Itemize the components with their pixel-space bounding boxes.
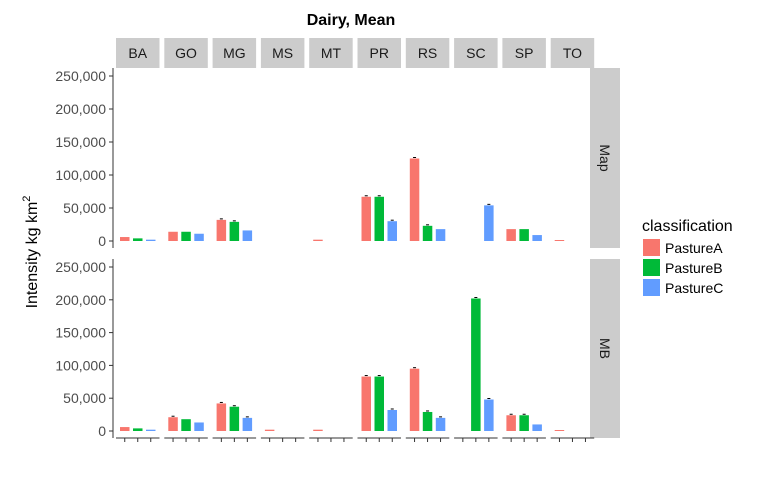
bar-map-sp-pasturea	[506, 229, 516, 241]
bar-mb-go-pasturea	[168, 417, 178, 431]
legend-title: classification	[642, 218, 733, 235]
bar-map-rs-pastureb	[422, 225, 433, 241]
strip-label-rs: RS	[418, 45, 437, 61]
bar-mb-sc-pasturec	[484, 399, 494, 431]
bar-mb-mg-pasturec	[242, 417, 253, 431]
panel-mb: MB 0 50,000 100,000 150,000 200,000 250,000	[55, 259, 620, 442]
strip-label-sc: SC	[466, 45, 485, 61]
bar-mb-mg-pasturea	[216, 403, 227, 431]
strip-label-ba: BA	[128, 45, 147, 61]
bar-mb-rs-pasturec	[435, 417, 446, 431]
strip-rs	[405, 38, 450, 68]
bar-map-go-pasturec	[194, 233, 204, 241]
row-strip-label-mb: MB	[597, 338, 613, 359]
legend-label-pastureb: PastureB	[665, 260, 723, 276]
y-axis-label-text: Intensity kg km	[24, 202, 41, 309]
y-tick-label-map-0: 0	[98, 233, 106, 249]
bar-map-pr-pasturea	[361, 196, 371, 241]
y-tick-label-mb-200000: 200,000	[55, 292, 106, 308]
strip-ba	[116, 38, 160, 68]
bar-map-sp-pasturec	[532, 235, 542, 241]
bar-mb-sc-pastureb	[471, 298, 481, 431]
bar-mb-mt-pasturea	[313, 429, 323, 431]
bar-mb-go-pastureb	[181, 419, 191, 431]
row-strip-label-map: Map	[597, 144, 613, 171]
legend-label-pasturea: PastureA	[665, 240, 723, 256]
bar-map-ba-pasturea	[120, 237, 130, 241]
y-tick-label-map-150000: 150,000	[55, 134, 106, 150]
strip-label-to: TO	[563, 45, 582, 61]
y-tick-label-mb-150000: 150,000	[55, 325, 106, 341]
bar-mb-sp-pasturec	[532, 424, 542, 431]
bar-mb-pr-pastureb	[374, 376, 384, 431]
strip-label-mt: MT	[321, 45, 342, 61]
strip-sp	[502, 38, 546, 68]
column-strips: BA GO MG MS MT PR RS SC SP TO	[116, 38, 595, 68]
bar-map-ba-pastureb	[133, 238, 143, 241]
panel-map: Map 0 50,000 100,000 150,000 200,000 250,000	[55, 68, 620, 249]
y-tick-label-mb-0: 0	[98, 423, 106, 439]
bar-mb-rs-pasturea	[409, 368, 420, 431]
strip-label-pr: PR	[370, 45, 389, 61]
legend: classification PastureA PastureB PastureC	[642, 218, 733, 296]
bar-mb-pr-pasturea	[361, 376, 371, 431]
bar-map-mg-pasturea	[216, 219, 227, 241]
bar-mb-ms-pasturea	[264, 429, 275, 431]
bar-map-pr-pasturec	[387, 221, 397, 241]
strip-mg	[212, 38, 257, 68]
panels: Map050,000100,000150,000200,000250,000MB…	[55, 68, 620, 442]
y-tick-label-mb-250000: 250,000	[55, 259, 106, 275]
strip-mt	[309, 38, 353, 68]
strip-label-go: GO	[175, 45, 197, 61]
bar-map-pr-pastureb	[374, 196, 384, 241]
bar-map-mg-pastureb	[229, 221, 240, 241]
y-axis-label-superscript: 2	[21, 196, 33, 202]
bar-mb-sp-pastureb	[519, 415, 529, 431]
bar-mb-rs-pastureb	[422, 411, 433, 431]
strip-pr	[357, 38, 401, 68]
strip-label-ms: MS	[272, 45, 293, 61]
y-tick-label-mb-50000: 50,000	[63, 390, 106, 406]
row-strip-map	[590, 68, 620, 248]
y-tick-label-map-250000: 250,000	[55, 68, 106, 84]
y-tick-label-map-200000: 200,000	[55, 101, 106, 117]
bar-mb-ba-pasturec	[146, 429, 156, 431]
strip-go	[164, 38, 208, 68]
bar-mb-pr-pasturec	[387, 410, 397, 431]
strip-sc	[454, 38, 498, 68]
legend-swatch-pasturea	[643, 239, 660, 256]
y-axis-label: Intensity kg km2	[21, 196, 41, 309]
bar-map-mt-pasturea	[313, 239, 323, 241]
bar-mb-ba-pastureb	[133, 428, 143, 431]
bar-map-sp-pastureb	[519, 229, 529, 241]
bar-map-go-pastureb	[181, 231, 191, 241]
strip-label-mg: MG	[223, 45, 246, 61]
bar-mb-sp-pasturea	[506, 415, 516, 431]
bar-map-rs-pasturec	[435, 229, 446, 241]
bar-map-ba-pasturec	[146, 239, 156, 241]
row-strip-mb	[590, 259, 620, 438]
bar-map-go-pasturea	[168, 231, 178, 241]
bar-mb-go-pasturec	[194, 422, 204, 431]
y-tick-label-map-50000: 50,000	[63, 200, 106, 216]
y-tick-label-mb-100000: 100,000	[55, 357, 106, 373]
bar-map-to-pasturea	[554, 240, 565, 241]
bar-mb-ba-pasturea	[120, 427, 130, 431]
legend-label-pasturec: PastureC	[665, 280, 723, 296]
strip-ms	[260, 38, 305, 68]
strip-to	[550, 38, 595, 68]
legend-swatch-pastureb	[643, 259, 660, 276]
y-tick-label-map-100000: 100,000	[55, 167, 106, 183]
strip-label-sp: SP	[515, 45, 534, 61]
chart-title: Dairy, Mean	[307, 12, 396, 29]
bar-map-rs-pasturea	[409, 158, 420, 241]
bar-map-sc-pasturec	[484, 205, 494, 241]
bar-mb-to-pasturea	[554, 430, 565, 431]
legend-swatch-pasturec	[643, 279, 660, 296]
bar-mb-mg-pastureb	[229, 406, 240, 431]
bar-map-mg-pasturec	[242, 230, 253, 241]
